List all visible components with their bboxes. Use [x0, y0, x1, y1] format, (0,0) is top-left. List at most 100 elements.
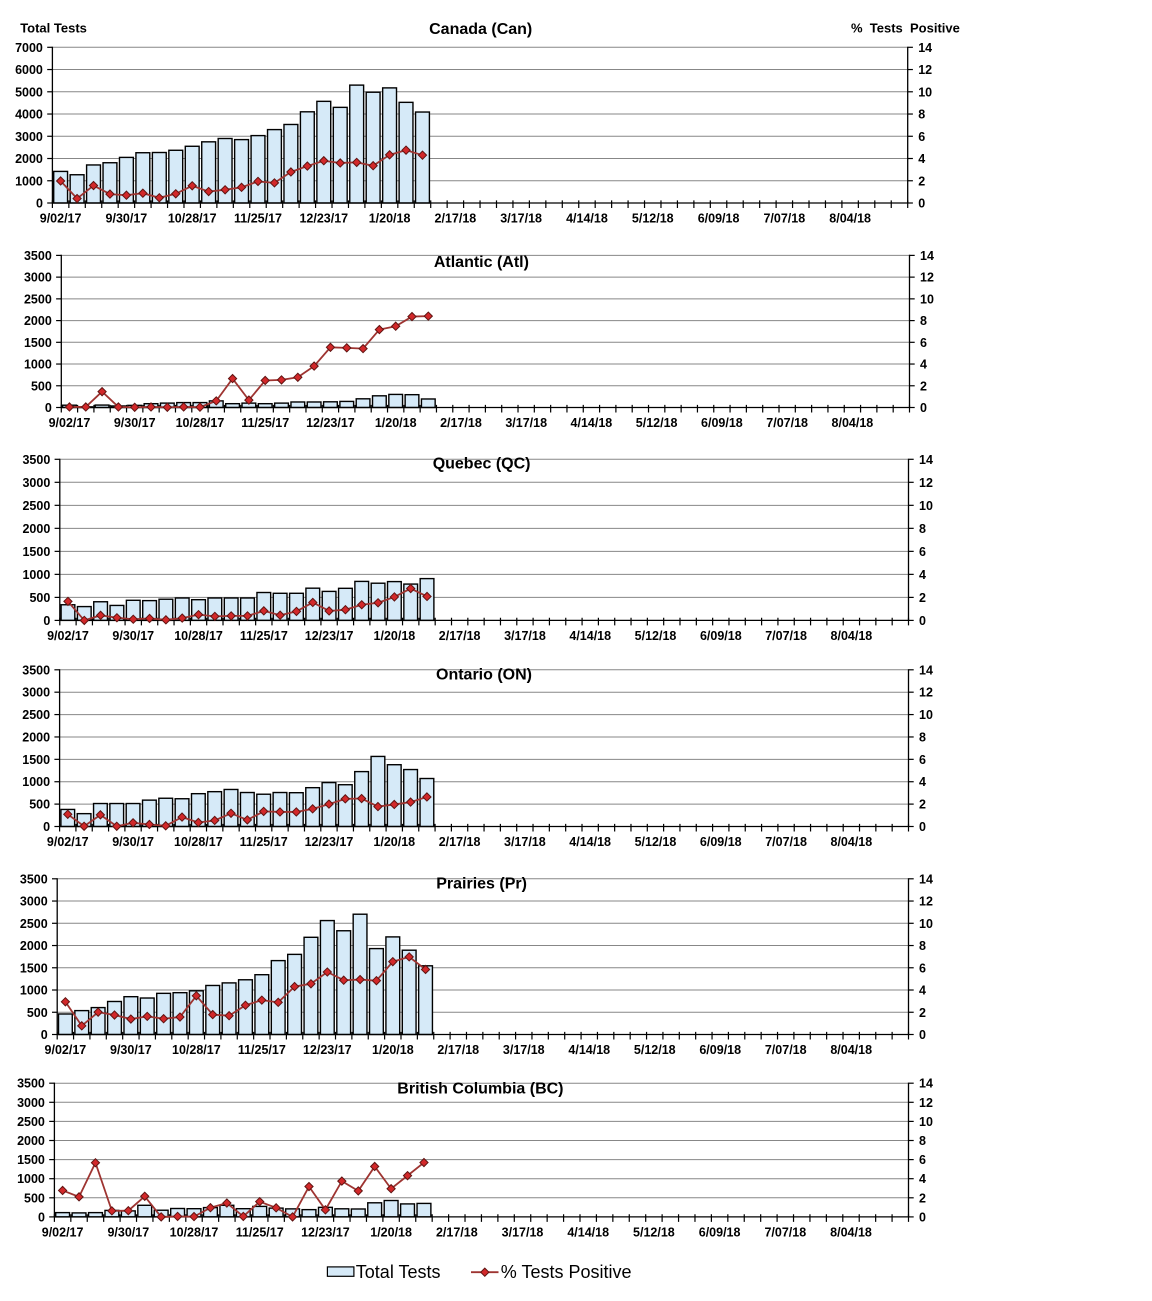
svg-text:5/12/18: 5/12/18 [636, 416, 678, 430]
svg-text:500: 500 [27, 1006, 48, 1020]
svg-text:1000: 1000 [24, 358, 52, 372]
svg-text:11/25/17: 11/25/17 [241, 416, 289, 430]
svg-text:2: 2 [920, 379, 927, 393]
svg-text:0: 0 [919, 820, 926, 834]
svg-text:4/14/18: 4/14/18 [569, 629, 611, 643]
svg-text:12/23/17: 12/23/17 [303, 1043, 352, 1057]
svg-text:6: 6 [919, 753, 926, 767]
svg-text:4000: 4000 [15, 108, 43, 122]
svg-text:British Columbia (BC): British Columbia (BC) [397, 1081, 563, 1098]
svg-text:3000: 3000 [24, 271, 52, 285]
svg-text:14: 14 [920, 249, 934, 263]
svg-text:Ontario (ON): Ontario (ON) [436, 666, 532, 683]
svg-text:8: 8 [919, 1134, 926, 1148]
svg-text:2000: 2000 [22, 730, 50, 744]
svg-text:9/30/17: 9/30/17 [110, 1043, 152, 1057]
svg-text:1/20/18: 1/20/18 [373, 835, 415, 849]
svg-text:2/17/18: 2/17/18 [435, 212, 477, 226]
svg-text:% Tests Positive: % Tests Positive [501, 1262, 632, 1282]
svg-text:1500: 1500 [20, 961, 48, 975]
svg-text:3000: 3000 [22, 476, 50, 490]
svg-text:4: 4 [918, 152, 925, 166]
svg-text:6/09/18: 6/09/18 [701, 416, 743, 430]
svg-text:2000: 2000 [17, 1134, 45, 1148]
svg-text:0: 0 [918, 197, 925, 211]
svg-text:11/25/17: 11/25/17 [236, 1226, 284, 1240]
svg-text:10: 10 [919, 917, 933, 931]
svg-text:500: 500 [31, 379, 52, 393]
svg-text:9/30/17: 9/30/17 [106, 212, 148, 226]
svg-text:1/20/18: 1/20/18 [375, 416, 417, 430]
svg-text:7/07/18: 7/07/18 [765, 1043, 807, 1057]
svg-text:6/09/18: 6/09/18 [698, 212, 740, 226]
svg-text:14: 14 [918, 41, 932, 55]
svg-text:3000: 3000 [15, 130, 43, 144]
svg-text:8/04/18: 8/04/18 [832, 416, 874, 430]
svg-text:1/20/18: 1/20/18 [370, 1226, 412, 1240]
svg-text:7/07/18: 7/07/18 [765, 835, 807, 849]
svg-text:8: 8 [919, 730, 926, 744]
svg-text:8/04/18: 8/04/18 [830, 1226, 872, 1240]
svg-text:3000: 3000 [20, 895, 48, 909]
svg-text:2/17/18: 2/17/18 [436, 1226, 478, 1240]
svg-text:500: 500 [29, 798, 50, 812]
svg-text:12: 12 [918, 63, 932, 77]
svg-text:1000: 1000 [15, 174, 43, 188]
svg-text:11/25/17: 11/25/17 [240, 629, 288, 643]
svg-text:12: 12 [920, 271, 934, 285]
svg-text:11/25/17: 11/25/17 [240, 835, 288, 849]
svg-text:8/04/18: 8/04/18 [830, 1043, 872, 1057]
svg-text:4: 4 [920, 358, 927, 372]
svg-text:3500: 3500 [22, 663, 50, 677]
svg-text:8/04/18: 8/04/18 [829, 212, 871, 226]
svg-text:1000: 1000 [22, 775, 50, 789]
svg-text:10: 10 [920, 292, 934, 306]
svg-text:2500: 2500 [24, 292, 52, 306]
svg-text:5/12/18: 5/12/18 [635, 629, 677, 643]
svg-text:7000: 7000 [15, 41, 43, 55]
svg-text:4/14/18: 4/14/18 [566, 212, 608, 226]
svg-text:9/02/17: 9/02/17 [42, 1226, 84, 1240]
svg-text:8/04/18: 8/04/18 [831, 835, 873, 849]
svg-text:2000: 2000 [20, 939, 48, 953]
svg-text:9/30/17: 9/30/17 [112, 629, 154, 643]
svg-text:0: 0 [920, 401, 927, 415]
svg-text:2/17/18: 2/17/18 [437, 1043, 479, 1057]
svg-text:1/20/18: 1/20/18 [369, 212, 411, 226]
svg-text:12/23/17: 12/23/17 [306, 416, 355, 430]
svg-text:6/09/18: 6/09/18 [700, 835, 742, 849]
svg-text:0: 0 [43, 820, 50, 834]
svg-text:9/30/17: 9/30/17 [112, 835, 154, 849]
svg-text:2500: 2500 [22, 499, 50, 513]
svg-text:6: 6 [918, 130, 925, 144]
svg-text:500: 500 [24, 1191, 45, 1205]
svg-text:1/20/18: 1/20/18 [372, 1043, 414, 1057]
svg-text:3500: 3500 [17, 1077, 45, 1091]
svg-text:Quebec (QC): Quebec (QC) [433, 456, 531, 473]
svg-text:7/07/18: 7/07/18 [765, 629, 807, 643]
svg-text:0: 0 [38, 1210, 45, 1224]
svg-text:Prairies (Pr): Prairies (Pr) [436, 876, 527, 893]
svg-text:3000: 3000 [22, 686, 50, 700]
svg-text:1000: 1000 [20, 984, 48, 998]
svg-text:1500: 1500 [17, 1153, 45, 1167]
svg-text:2000: 2000 [22, 522, 50, 536]
svg-text:7/07/18: 7/07/18 [763, 212, 805, 226]
svg-text:5000: 5000 [15, 85, 43, 99]
svg-text:6/09/18: 6/09/18 [699, 1226, 741, 1240]
svg-text:10: 10 [919, 708, 933, 722]
svg-text:0: 0 [41, 1028, 48, 1042]
svg-text:14: 14 [919, 1077, 933, 1091]
svg-text:500: 500 [29, 591, 50, 605]
svg-text:2: 2 [919, 1191, 926, 1205]
svg-text:8: 8 [918, 108, 925, 122]
svg-text:4: 4 [919, 775, 926, 789]
svg-text:5/12/18: 5/12/18 [633, 1226, 675, 1240]
svg-text:6/09/18: 6/09/18 [700, 629, 742, 643]
svg-text:Atlantic (Atl): Atlantic (Atl) [434, 254, 529, 271]
svg-text:2: 2 [919, 591, 926, 605]
svg-text:8: 8 [919, 522, 926, 536]
svg-text:12: 12 [919, 476, 933, 490]
svg-text:0: 0 [43, 614, 50, 628]
svg-text:3/17/18: 3/17/18 [505, 416, 547, 430]
